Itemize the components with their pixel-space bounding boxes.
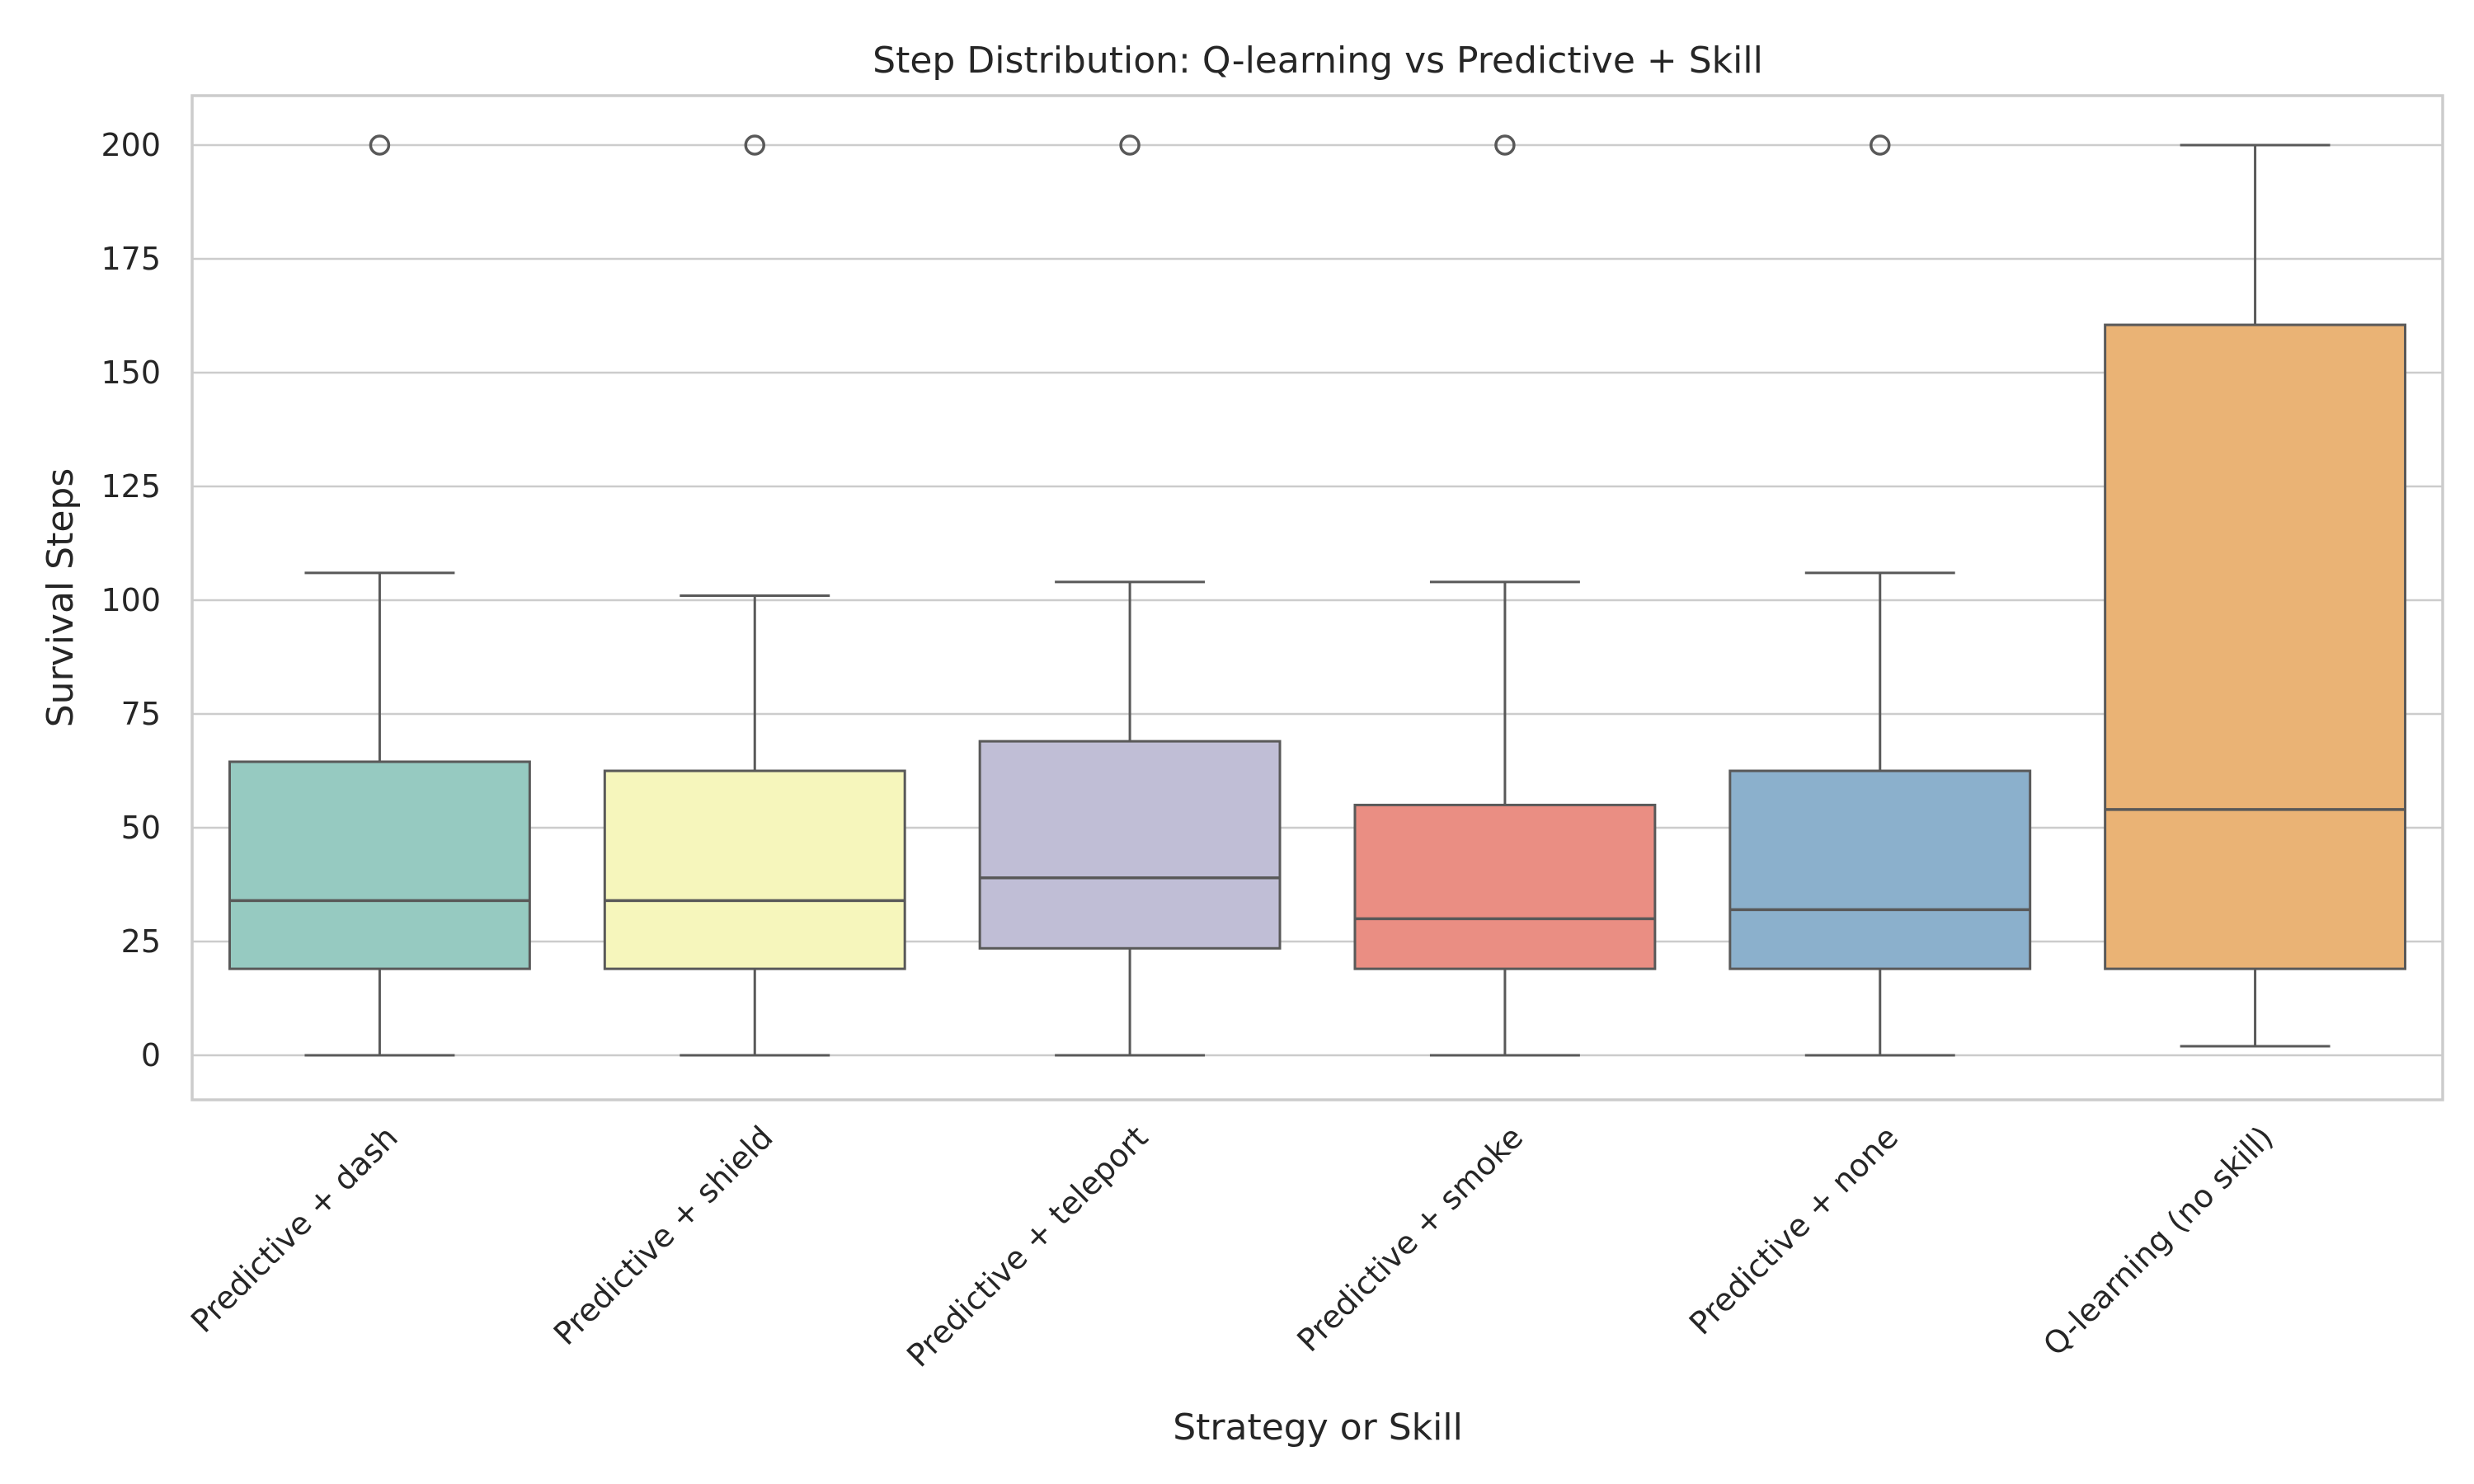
chart-title: Step Distribution: Q-learning vs Predict…	[872, 40, 1763, 82]
box-group	[1353, 134, 1657, 1057]
outlier-point	[744, 134, 765, 156]
y-tick-label: 200	[101, 127, 161, 163]
box-body	[228, 760, 531, 970]
y-tick-label: 175	[101, 241, 161, 277]
grid-lines	[192, 143, 2443, 1057]
y-tick-label: 50	[121, 810, 161, 846]
box-group	[978, 134, 1282, 1057]
y-tick-label: 75	[121, 696, 161, 732]
y-axis-label: Survival Steps	[40, 468, 82, 728]
x-axis-label: Strategy or Skill	[1173, 1407, 1463, 1449]
box-body	[978, 740, 1282, 950]
box-body	[2104, 323, 2407, 970]
box-series	[228, 134, 2407, 1057]
y-tick-labels: 0 25 50 75 100 125 150 175 200	[101, 127, 161, 1073]
x-tick-labels: Predictive + dash Predictive + shield Pred…	[184, 1119, 2280, 1374]
x-tick-label: Predictive + shield	[547, 1119, 780, 1352]
plot-frame	[190, 94, 2444, 1101]
outlier-point	[1870, 134, 1891, 156]
x-tick-label: Predictive + dash	[184, 1119, 405, 1340]
box-group	[2104, 143, 2407, 1048]
outlier-point	[1494, 134, 1516, 156]
box-group	[603, 134, 906, 1057]
y-tick-label: 100	[101, 582, 161, 618]
outlier-point	[1119, 134, 1141, 156]
box-body	[603, 769, 906, 970]
y-tick-label: 25	[121, 923, 161, 960]
x-tick-label: Predictive + teleport	[900, 1119, 1155, 1374]
y-tick-label: 150	[101, 355, 161, 391]
box-body	[1729, 769, 2032, 970]
outlier-point	[369, 134, 391, 156]
y-tick-label: 0	[141, 1037, 161, 1073]
x-tick-label: Predictive + smoke	[1290, 1119, 1530, 1359]
box-group	[1729, 134, 2032, 1057]
box-body	[1353, 803, 1657, 970]
x-tick-label: Predictive + none	[1682, 1119, 1905, 1341]
y-tick-label: 125	[101, 468, 161, 505]
x-tick-label: Q-learning (no skill)	[2036, 1119, 2280, 1363]
box-group	[228, 134, 531, 1057]
